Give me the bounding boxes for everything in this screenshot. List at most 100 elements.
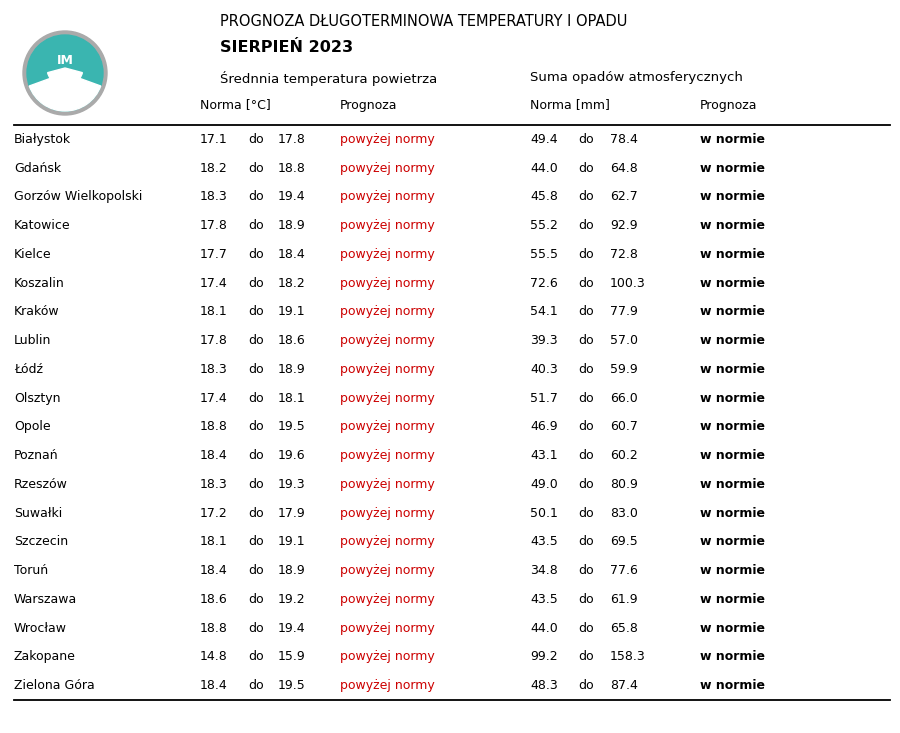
Text: do: do [578,306,594,318]
Text: Koszalin: Koszalin [14,276,65,290]
Text: 51.7: 51.7 [530,391,558,405]
Text: do: do [578,564,594,577]
Text: Olsztyn: Olsztyn [14,391,60,405]
Text: 62.7: 62.7 [610,191,638,203]
Text: Rzeszów: Rzeszów [14,478,68,491]
Text: 40.3: 40.3 [530,363,558,376]
Text: 18.6: 18.6 [278,334,306,347]
Wedge shape [30,73,101,111]
Text: Toruń: Toruń [14,564,48,577]
Text: 43.1: 43.1 [530,449,558,462]
Text: 17.2: 17.2 [200,507,228,520]
Text: do: do [248,564,264,577]
Text: do: do [578,535,594,548]
Text: w normie: w normie [700,391,765,405]
Text: 17.4: 17.4 [200,276,228,290]
Text: do: do [248,248,264,261]
Text: 87.4: 87.4 [610,679,638,692]
Text: w normie: w normie [700,276,765,290]
Text: powyżej normy: powyżej normy [340,622,435,635]
Text: 19.1: 19.1 [278,535,306,548]
Text: Opole: Opole [14,420,50,433]
Text: Warszawa: Warszawa [14,593,77,606]
Text: Wrocław: Wrocław [14,622,67,635]
Text: Zakopane: Zakopane [14,650,76,663]
Text: 59.9: 59.9 [610,363,638,376]
Text: do: do [248,334,264,347]
Text: w normie: w normie [700,191,765,203]
Text: Średnnia temperatura powietrza: Średnnia temperatura powietrza [220,70,437,86]
Text: 46.9: 46.9 [530,420,558,433]
Text: Zielona Góra: Zielona Góra [14,679,94,692]
Text: do: do [578,478,594,491]
Text: do: do [578,507,594,520]
Text: 80.9: 80.9 [610,478,638,491]
Text: do: do [248,478,264,491]
Text: powyżej normy: powyżej normy [340,276,435,290]
Text: w normie: w normie [700,593,765,606]
Text: powyżej normy: powyżej normy [340,133,435,146]
Text: do: do [248,593,264,606]
Text: powyżej normy: powyżej normy [340,650,435,663]
Text: powyżej normy: powyżej normy [340,507,435,520]
Text: 77.9: 77.9 [610,306,638,318]
Text: Suwałki: Suwałki [14,507,62,520]
Text: do: do [578,363,594,376]
Text: do: do [578,248,594,261]
Text: w normie: w normie [700,679,765,692]
Text: do: do [248,391,264,405]
Text: do: do [578,161,594,174]
Text: Gorzów Wielkopolski: Gorzów Wielkopolski [14,191,142,203]
Text: 18.9: 18.9 [278,564,306,577]
Text: w normie: w normie [700,622,765,635]
Text: Poznań: Poznań [14,449,58,462]
Text: w normie: w normie [700,334,765,347]
Text: 158.3: 158.3 [610,650,646,663]
Text: Szczecin: Szczecin [14,535,68,548]
Text: powyżej normy: powyżej normy [340,248,435,261]
Text: 83.0: 83.0 [610,507,638,520]
Text: Norma [mm]: Norma [mm] [530,98,610,111]
Text: powyżej normy: powyżej normy [340,306,435,318]
Text: 18.4: 18.4 [200,679,228,692]
Text: do: do [248,276,264,290]
Text: powyżej normy: powyżej normy [340,593,435,606]
Text: 55.5: 55.5 [530,248,558,261]
Text: SIERPIEŃ 2023: SIERPIEŃ 2023 [220,40,353,56]
Text: 15.9: 15.9 [278,650,306,663]
Text: 45.8: 45.8 [530,191,558,203]
Text: do: do [578,334,594,347]
Text: 78.4: 78.4 [610,133,638,146]
Text: 61.9: 61.9 [610,593,637,606]
Text: Gdańsk: Gdańsk [14,161,61,174]
Text: do: do [578,276,594,290]
Text: 65.8: 65.8 [610,622,638,635]
Text: do: do [578,391,594,405]
Text: 60.2: 60.2 [610,449,638,462]
Text: 19.5: 19.5 [278,679,306,692]
Text: powyżej normy: powyżej normy [340,391,435,405]
Text: PROGNOZA DŁUGOTERMINOWA TEMPERATURY I OPADU: PROGNOZA DŁUGOTERMINOWA TEMPERATURY I OP… [220,15,627,29]
Text: do: do [248,622,264,635]
Text: 18.8: 18.8 [200,420,228,433]
Text: powyżej normy: powyżej normy [340,478,435,491]
Text: 19.6: 19.6 [278,449,306,462]
Text: 19.1: 19.1 [278,306,306,318]
Text: 18.4: 18.4 [200,449,228,462]
Text: 18.3: 18.3 [200,478,228,491]
Text: 18.2: 18.2 [278,276,306,290]
Text: 64.8: 64.8 [610,161,638,174]
Text: do: do [578,650,594,663]
Text: Kielce: Kielce [14,248,51,261]
Text: 34.8: 34.8 [530,564,558,577]
Text: 19.4: 19.4 [278,622,306,635]
Text: do: do [248,420,264,433]
Text: 99.2: 99.2 [530,650,558,663]
Text: do: do [248,133,264,146]
Text: 44.0: 44.0 [530,161,558,174]
Text: 18.8: 18.8 [200,622,228,635]
Wedge shape [48,68,83,86]
Text: w normie: w normie [700,564,765,577]
Text: Prognoza: Prognoza [340,98,398,111]
Text: 17.9: 17.9 [278,507,306,520]
